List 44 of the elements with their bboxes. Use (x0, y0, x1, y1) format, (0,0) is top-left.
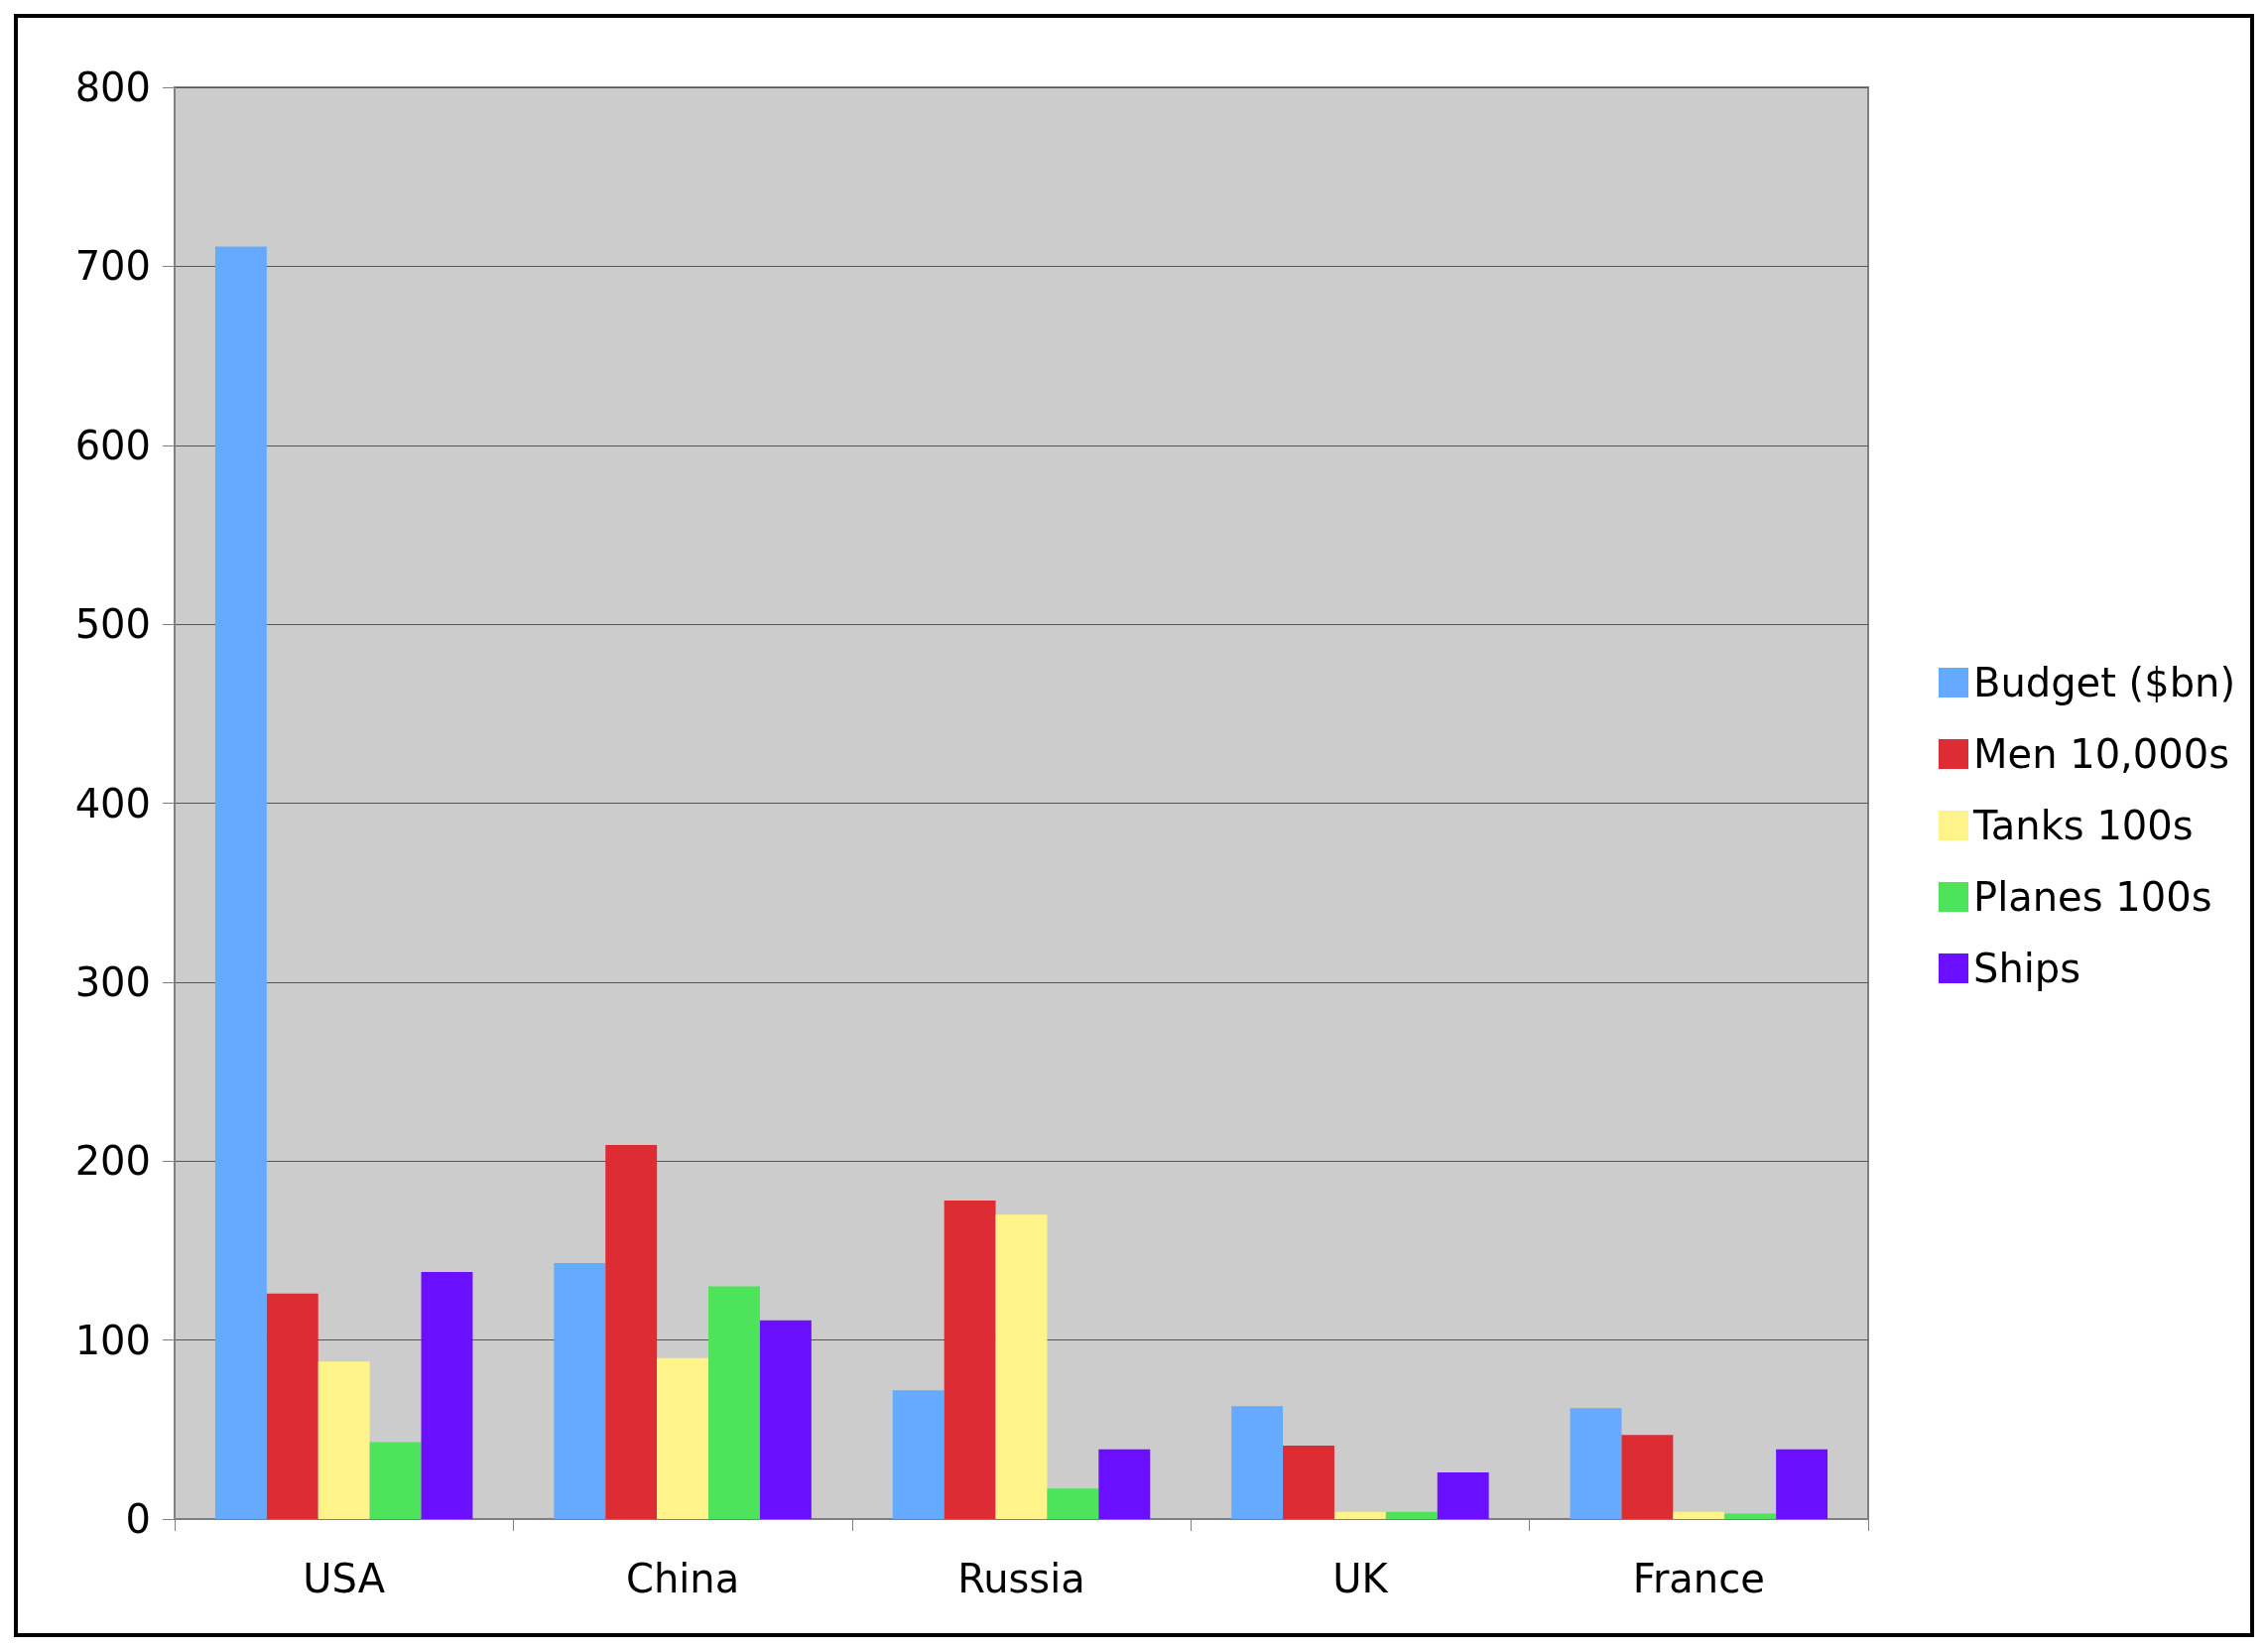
bar (554, 1263, 606, 1519)
bar (1283, 1446, 1334, 1519)
bar (266, 1293, 318, 1519)
y-tick-label: 400 (74, 780, 151, 826)
x-tick-label: France (1632, 1556, 1765, 1601)
bar (1231, 1406, 1284, 1519)
y-tick-label: 700 (74, 243, 151, 290)
bar (1570, 1408, 1622, 1519)
y-tick-label: 100 (74, 1317, 151, 1363)
bar (1776, 1449, 1828, 1519)
bar (708, 1286, 760, 1519)
legend-label: Ships (1973, 946, 2081, 991)
bar (1385, 1511, 1438, 1519)
bar (1098, 1449, 1151, 1519)
bar (1621, 1435, 1674, 1519)
x-tick-label: Russia (957, 1556, 1085, 1601)
legend-label: Budget ($bn) (1973, 660, 2235, 705)
bar (421, 1272, 473, 1519)
y-tick-label: 300 (74, 958, 151, 1005)
bar (944, 1200, 996, 1519)
y-tick-label: 800 (74, 64, 151, 110)
bar (1437, 1472, 1489, 1519)
y-tick-label: 500 (74, 601, 151, 648)
bar (214, 246, 267, 1519)
bar (317, 1361, 370, 1519)
legend-label: Tanks 100s (1972, 803, 2194, 848)
y-tick-label: 0 (125, 1496, 151, 1542)
bar (605, 1145, 658, 1519)
bar (1333, 1511, 1386, 1519)
bar (995, 1214, 1048, 1519)
legend-label: Planes 100s (1973, 874, 2212, 920)
bar (1047, 1488, 1099, 1519)
x-tick-label: USA (303, 1556, 386, 1601)
bar (1673, 1511, 1725, 1519)
legend-label: Men 10,000s (1973, 731, 2230, 777)
x-tick-label: China (625, 1556, 740, 1601)
bar (1724, 1513, 1777, 1519)
bar (892, 1390, 945, 1519)
bar (759, 1320, 812, 1519)
y-tick-label: 600 (74, 422, 151, 468)
bar (369, 1442, 422, 1519)
x-tick-label: UK (1332, 1556, 1390, 1601)
y-tick-label: 200 (74, 1138, 151, 1185)
bar (657, 1357, 709, 1519)
